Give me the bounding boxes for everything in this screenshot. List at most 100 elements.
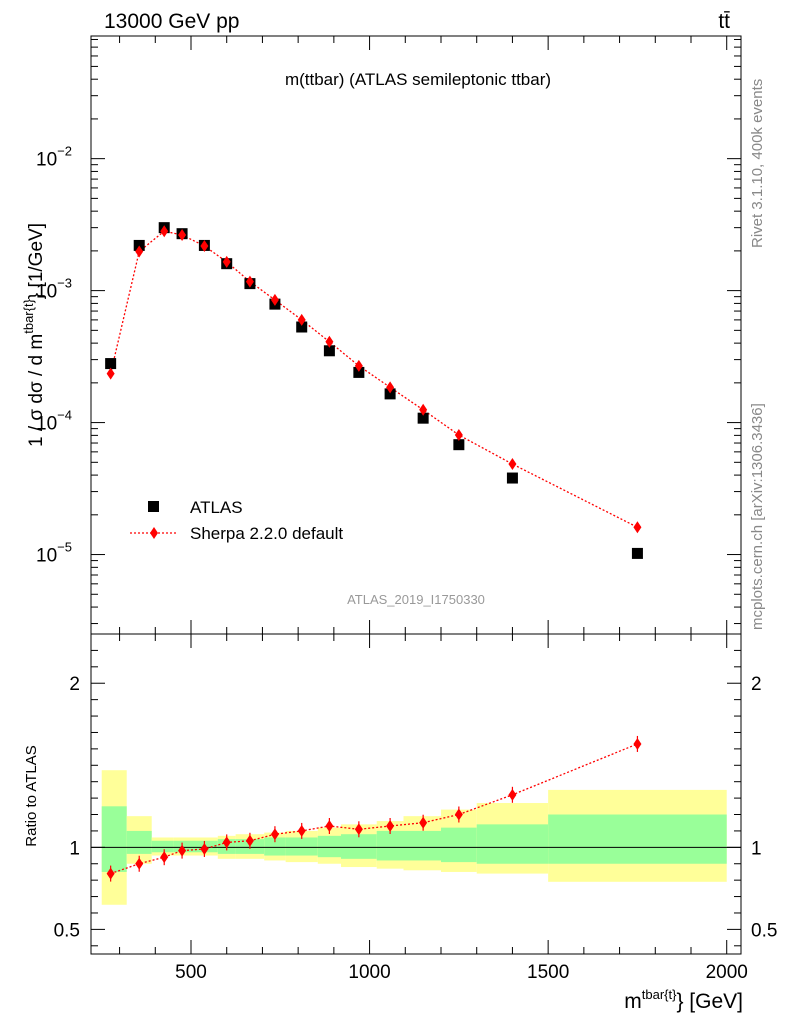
x-tick-label: 2000	[706, 962, 748, 983]
sherpa-point	[354, 359, 363, 372]
sherpa-point	[135, 245, 144, 258]
sherpa-point	[270, 293, 279, 306]
atlas-point	[453, 439, 465, 451]
sherpa-point	[222, 255, 231, 268]
ratio-sherpa-point	[245, 834, 254, 847]
header-process-label: tt̄	[718, 10, 730, 33]
ratio-band-inner	[126, 830, 152, 854]
sherpa-point	[160, 225, 169, 238]
atlas-point	[506, 472, 518, 484]
legend-atlas-marker	[148, 501, 159, 512]
atlas-point	[296, 321, 308, 333]
ratio-axes: 2 2 1 1 0.5 0.5 500 1000 1500 2000	[54, 634, 777, 983]
ratio-y-tick-label-right: 0.5	[751, 920, 777, 941]
y-label-superscript: tbar{t}	[21, 298, 36, 333]
sherpa-point	[454, 429, 463, 442]
analysis-watermark: ATLAS_2019_I1750330	[347, 592, 485, 607]
ratio-frame	[90, 633, 742, 955]
ratio-sherpa-point	[160, 851, 169, 864]
ratio-sherpa-point	[135, 857, 144, 870]
x-label-superscript: tbar{t}	[642, 987, 677, 1002]
main-frame	[90, 35, 742, 635]
legend-sherpa-label: Sherpa 2.2.0 default	[190, 524, 343, 543]
y-axis-label-ratio: Ratio to ATLAS	[23, 745, 40, 846]
sherpa-point	[245, 275, 254, 288]
ratio-band-inner	[376, 830, 404, 861]
legend: ATLAS Sherpa 2.2.0 default	[130, 498, 343, 543]
x-tick-label: 1500	[527, 962, 569, 983]
ratio-band-inner	[151, 840, 174, 853]
ratio-sherpa-point	[106, 867, 115, 880]
legend-sherpa-marker	[150, 527, 158, 539]
sherpa-line	[110, 230, 638, 528]
ratio-y-tick-label-left: 2	[69, 674, 80, 695]
ratio-sherpa-line	[110, 743, 638, 875]
ratio-sherpa-point	[633, 737, 642, 750]
ratio-band-inner	[264, 837, 286, 856]
sherpa-point	[508, 458, 517, 471]
ratio-sherpa-point	[454, 808, 463, 821]
atlas-point	[631, 547, 643, 559]
ratio-marks	[106, 735, 642, 882]
header-energy-label: 13000 GeV pp	[104, 10, 239, 33]
main-panel: 10−210−310−410−5 m(ttbar) (ATLAS semilep…	[21, 35, 742, 635]
ratio-sherpa-point	[508, 788, 517, 801]
ratio-sherpa-point	[386, 820, 395, 832]
ratio-sherpa-point	[297, 824, 306, 837]
ratio-y-tick-label-right: 1	[751, 838, 762, 859]
chart-title: m(ttbar) (ATLAS semileptonic ttbar)	[285, 70, 551, 89]
sherpa-point	[386, 381, 395, 394]
ratio-y-tick-label-left: 0.5	[54, 920, 80, 941]
sherpa-point	[178, 228, 187, 241]
sherpa-point	[106, 367, 115, 380]
ratio-band-inner	[101, 806, 127, 872]
x-tick-label: 1000	[348, 962, 390, 983]
y-tick-exponent: −3	[57, 276, 72, 291]
atlas-point	[417, 412, 429, 424]
y-tick-exponent: −2	[57, 144, 72, 159]
y-tick-exponent: −5	[57, 540, 72, 555]
mcplots-reference-label: mcplots.cern.ch [arXiv:1306.3436]	[749, 403, 766, 630]
main-marks	[105, 222, 643, 559]
y-tick-exponent: −4	[57, 408, 72, 423]
rivet-version-label: Rivet 3.1.10, 400k events	[749, 79, 766, 248]
x-tick-label: 500	[175, 962, 207, 983]
ratio-sherpa-point	[178, 844, 187, 857]
ratio-y-tick-label-left: 1	[69, 838, 80, 859]
ratio-band-inner	[285, 837, 318, 856]
ratio-sherpa-point	[222, 836, 231, 849]
sherpa-point	[297, 313, 306, 326]
atlas-point	[384, 388, 396, 400]
ratio-sherpa-point	[200, 842, 209, 855]
ratio-sherpa-point	[419, 816, 428, 829]
atlas-point	[105, 358, 117, 370]
ratio-band-inner	[548, 814, 727, 864]
ratio-sherpa-point	[270, 828, 279, 841]
ratio-bands	[91, 770, 741, 905]
main-axes: 10−210−310−410−5	[36, 36, 741, 634]
ratio-band-inner	[441, 827, 477, 863]
ratio-band-inner	[403, 830, 441, 861]
ratio-band-inner	[476, 824, 549, 864]
ratio-band-inner	[317, 835, 341, 858]
ratio-y-tick-label-right: 2	[751, 674, 762, 695]
sherpa-point	[419, 403, 428, 416]
sherpa-point	[633, 521, 642, 534]
y-tick-label: 10−5	[36, 540, 72, 567]
y-tick-label: 10−2	[36, 144, 72, 171]
ratio-sherpa-point	[325, 820, 334, 832]
atlas-point	[323, 345, 335, 357]
ratio-panel: 2 2 1 1 0.5 0.5 500 1000 1500 2000 Ratio to ATLAS…	[23, 633, 777, 1013]
y-label-unit: } [1/GeV]	[26, 223, 47, 299]
legend-atlas-label: ATLAS	[190, 498, 243, 517]
x-axis-label: mtbar{t}} [GeV]	[624, 987, 743, 1013]
sherpa-point	[200, 239, 209, 252]
ratio-band-inner	[341, 834, 377, 859]
sherpa-point	[325, 335, 334, 348]
atlas-point	[133, 239, 145, 251]
x-label-unit: } [GeV]	[676, 990, 743, 1013]
atlas-point	[353, 366, 365, 378]
ratio-sherpa-point	[354, 823, 363, 836]
y-axis-label-main: 1 / σ dσ / d mtbar{t}} [1/GeV]	[21, 223, 47, 447]
